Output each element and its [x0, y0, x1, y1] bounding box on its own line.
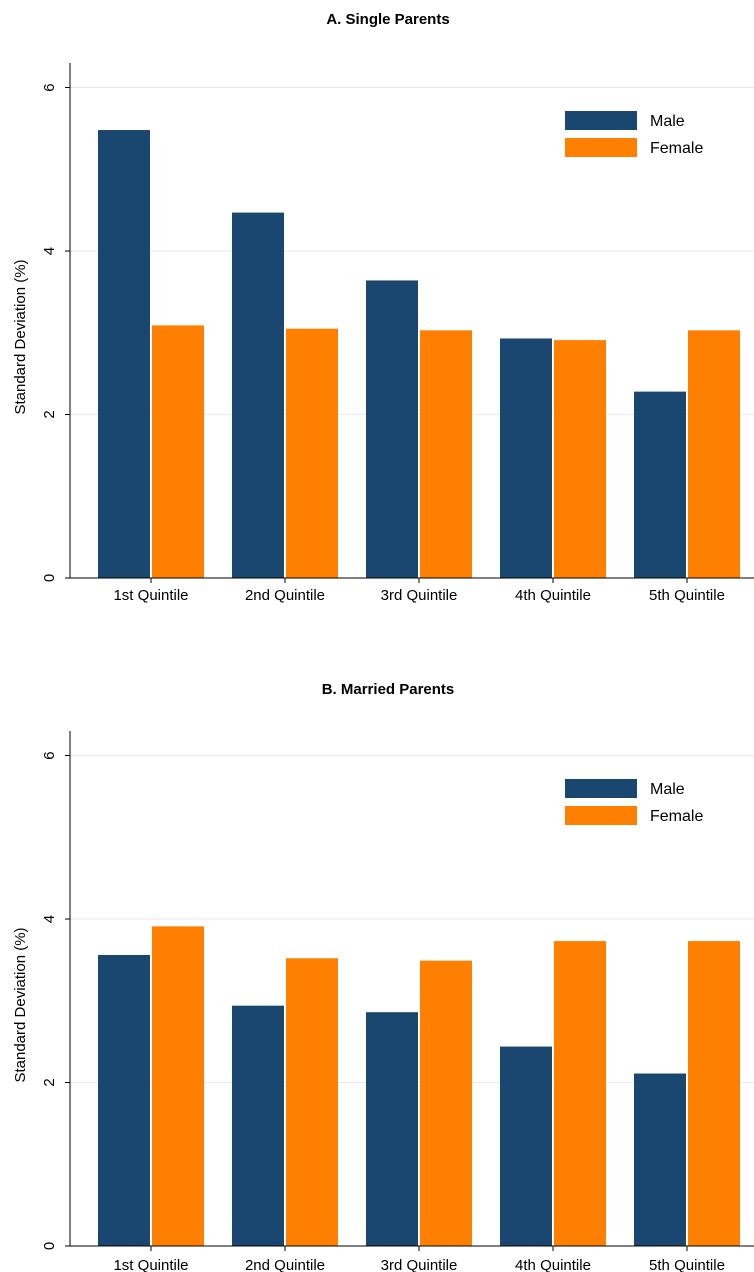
legend-swatch-female	[565, 806, 637, 825]
x-tick-label: 1st Quintile	[113, 1257, 188, 1272]
bar-male-5	[634, 391, 686, 578]
bar-female-2	[286, 328, 338, 578]
y-tick-label: 2	[41, 410, 58, 418]
legend-swatch-male	[565, 111, 637, 130]
bar-female-4	[554, 340, 606, 578]
chart-title: B. Married Parents	[322, 681, 455, 698]
x-tick-label: 4th Quintile	[515, 1257, 591, 1272]
y-tick-label: 6	[41, 751, 58, 759]
y-tick-label: 2	[41, 1078, 58, 1086]
legend-label-female: Female	[650, 140, 703, 157]
bar-male-2	[232, 212, 284, 578]
bar-male-1	[98, 954, 150, 1246]
bar-male-5	[634, 1073, 686, 1246]
legend-label-male: Male	[650, 113, 685, 130]
x-tick-label: 2nd Quintile	[245, 1257, 325, 1272]
bar-female-3	[420, 330, 472, 578]
x-tick-label: 5th Quintile	[649, 1257, 725, 1272]
bar-male-3	[366, 280, 418, 578]
bar-female-5	[688, 941, 740, 1246]
x-tick-label: 4th Quintile	[515, 587, 591, 604]
legend: Male Female	[565, 111, 703, 157]
chart-svg-married-parents: B. Married Parents Standard Deviation (%…	[12, 681, 754, 1272]
y-tick-label: 6	[41, 83, 58, 91]
x-tick-label: 1st Quintile	[113, 587, 188, 604]
y-tick-label: 4	[41, 247, 58, 255]
bar-male-3	[366, 1012, 418, 1246]
bar-male-2	[232, 1005, 284, 1246]
legend-label-female: Female	[650, 808, 703, 825]
chart-title: A. Single Parents	[326, 11, 449, 28]
legend-swatch-female	[565, 138, 637, 157]
bar-male-4	[500, 1046, 552, 1246]
legend-swatch-male	[565, 779, 637, 798]
y-tick-label: 0	[41, 574, 58, 582]
x-tick-label: 2nd Quintile	[245, 587, 325, 604]
chart-svg-single-parents: A. Single Parents Standard Deviation (%)…	[12, 11, 754, 604]
x-tick-label: 3rd Quintile	[381, 587, 458, 604]
x-tick-label: 5th Quintile	[649, 587, 725, 604]
y-axis-title: Standard Deviation (%)	[12, 259, 29, 414]
y-axis-title: Standard Deviation (%)	[12, 927, 29, 1082]
bar-female-4	[554, 941, 606, 1246]
bar-female-5	[688, 330, 740, 578]
bar-male-4	[500, 338, 552, 578]
x-tick-label: 3rd Quintile	[381, 1257, 458, 1272]
y-tick-label: 0	[41, 1242, 58, 1250]
chart-panel-single-parents: A. Single Parents Standard Deviation (%)…	[12, 11, 754, 604]
chart-panel-married-parents: B. Married Parents Standard Deviation (%…	[0, 640, 754, 1272]
bar-female-2	[286, 958, 338, 1246]
bar-female-1	[152, 325, 204, 578]
bar-female-3	[420, 960, 472, 1246]
y-tick-label: 4	[41, 915, 58, 923]
bar-male-1	[98, 130, 150, 579]
legend: Male Female	[565, 779, 703, 825]
legend-label-male: Male	[650, 781, 685, 798]
bar-female-1	[152, 926, 204, 1246]
